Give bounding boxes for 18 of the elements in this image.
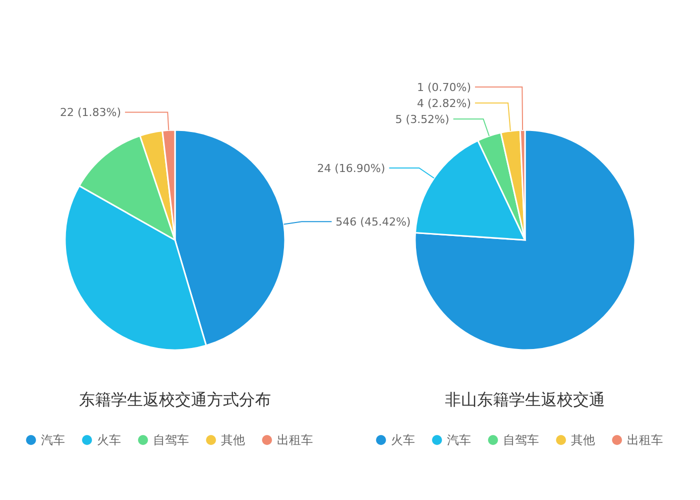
data-label: 22 (1.83%): [60, 106, 121, 120]
data-label: 4 (2.82%): [416, 96, 471, 110]
legend-label: 汽车: [447, 433, 471, 448]
data-label: 546 (45.42%): [336, 216, 411, 229]
legend-label: 其他: [221, 433, 245, 448]
data-label: 1 (0.70%): [416, 80, 471, 94]
legend-label: 自驾车: [503, 433, 539, 448]
legend-label: 出租车: [277, 433, 313, 448]
legend-label: 自驾车: [153, 433, 189, 448]
legend-label: 汽车: [41, 433, 65, 448]
legend-label: 其他: [571, 433, 595, 448]
text: 非山东籍学生返校交通: [445, 390, 605, 409]
legend-label: 出租车: [627, 433, 663, 448]
legend-label: 火车: [97, 433, 121, 448]
data-label: 24 (16.90%): [317, 162, 386, 175]
text: 东籍学生返校交通方式分布: [79, 390, 271, 409]
legend-label: 火车: [391, 433, 415, 448]
data-label: 5 (3.52%): [395, 112, 450, 126]
